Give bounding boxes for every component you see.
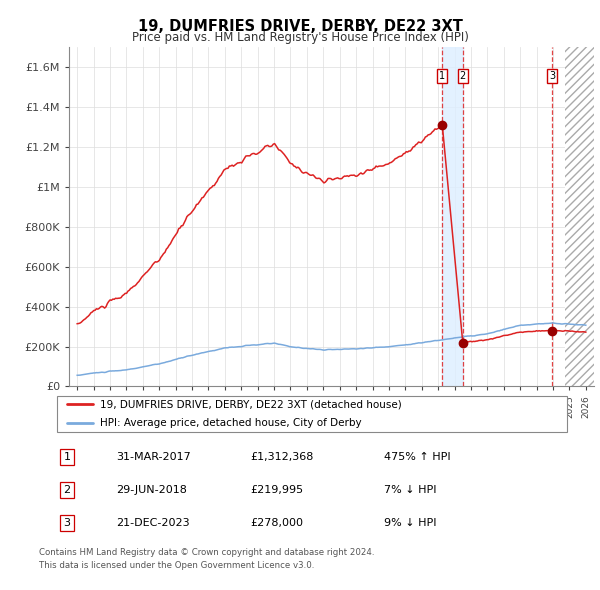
Text: 19, DUMFRIES DRIVE, DERBY, DE22 3XT (detached house): 19, DUMFRIES DRIVE, DERBY, DE22 3XT (det… bbox=[100, 399, 402, 409]
Text: 21-DEC-2023: 21-DEC-2023 bbox=[116, 519, 190, 528]
Text: 31-MAR-2017: 31-MAR-2017 bbox=[116, 453, 191, 462]
Text: 2: 2 bbox=[64, 486, 70, 495]
Bar bbox=[565, 47, 594, 386]
Text: 9% ↓ HPI: 9% ↓ HPI bbox=[384, 519, 437, 528]
Text: 1: 1 bbox=[439, 71, 445, 81]
Text: HPI: Average price, detached house, City of Derby: HPI: Average price, detached house, City… bbox=[100, 418, 362, 428]
Text: 3: 3 bbox=[550, 71, 556, 81]
Text: Price paid vs. HM Land Registry's House Price Index (HPI): Price paid vs. HM Land Registry's House … bbox=[131, 31, 469, 44]
Text: £278,000: £278,000 bbox=[250, 519, 303, 528]
Text: This data is licensed under the Open Government Licence v3.0.: This data is licensed under the Open Gov… bbox=[39, 560, 314, 569]
Text: Contains HM Land Registry data © Crown copyright and database right 2024.: Contains HM Land Registry data © Crown c… bbox=[39, 548, 374, 556]
Text: 29-JUN-2018: 29-JUN-2018 bbox=[116, 486, 187, 495]
Bar bbox=[442, 47, 463, 386]
Text: £1,312,368: £1,312,368 bbox=[250, 453, 313, 462]
Text: 2: 2 bbox=[460, 71, 466, 81]
Text: 19, DUMFRIES DRIVE, DERBY, DE22 3XT: 19, DUMFRIES DRIVE, DERBY, DE22 3XT bbox=[137, 19, 463, 34]
Text: 3: 3 bbox=[64, 519, 70, 528]
Text: 7% ↓ HPI: 7% ↓ HPI bbox=[384, 486, 437, 495]
Text: 1: 1 bbox=[64, 453, 70, 462]
FancyBboxPatch shape bbox=[56, 395, 568, 432]
Text: £219,995: £219,995 bbox=[250, 486, 303, 495]
Text: 475% ↑ HPI: 475% ↑ HPI bbox=[384, 453, 451, 462]
